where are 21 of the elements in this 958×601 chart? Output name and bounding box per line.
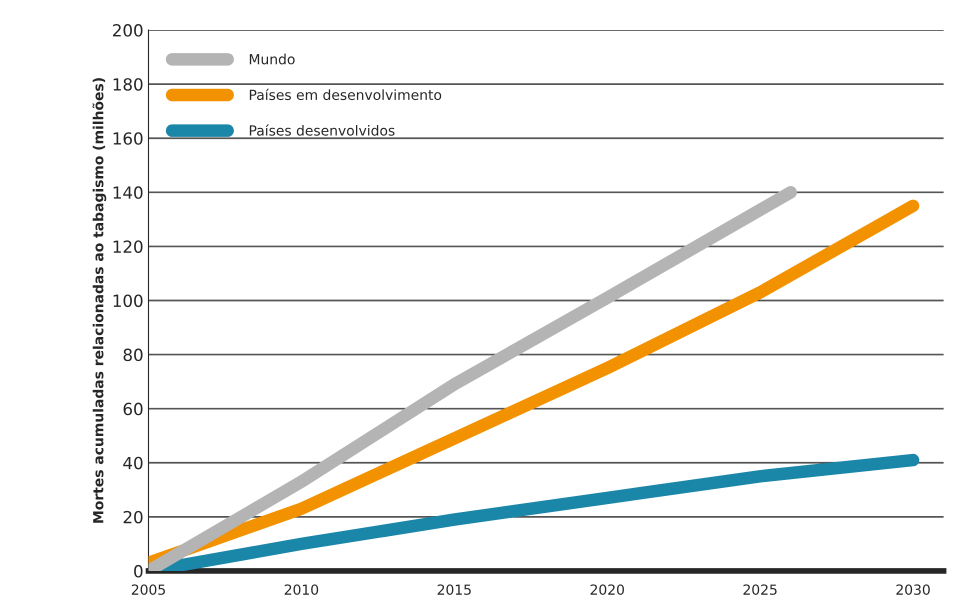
y-tick-label: 160 [114,132,143,145]
y-tick-label: 60 [124,402,143,416]
y-tick-label: 40 [123,456,143,470]
y-tick-label: 20 [124,510,143,524]
y-tick-label: 180 [114,78,143,91]
x-tick-label: 2025 [743,584,777,595]
y-tick-label: 100 [114,294,143,308]
x-tick-label: 2015 [438,584,471,595]
x-tick-label: 2030 [896,584,930,595]
x-tick-label: 2020 [590,584,624,595]
y-tick-label: 140 [114,186,143,199]
x-tick-label: 2005 [132,584,165,595]
x-tick-label: 2010 [284,584,318,595]
y-tick-label: 120 [114,240,143,253]
legend-label: Países desenvolvidos [250,124,395,136]
legend-label: Países em desenvolvimento [250,88,442,100]
y-tick-label: 80 [124,348,143,362]
y-axis-title: Mortes acumuladas relacionadas ao tabagismo (milhões) [92,78,106,523]
y-tick-label: 200 [113,24,143,37]
y-tick-label: 0 [134,564,143,578]
legend-label: Mundo [250,54,295,64]
